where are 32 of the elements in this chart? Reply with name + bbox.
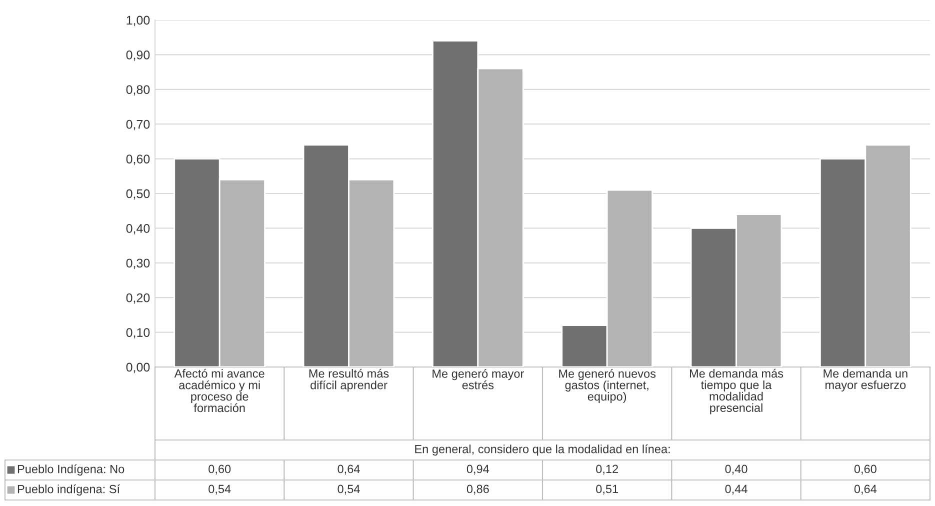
data-label: 0,60 [854,464,876,475]
x-tick-label: Me demanda más tiempo que la modalidad presencial [690,368,784,414]
y-tick-label: 0,90 [126,50,150,61]
x-tick-label: Me demanda un mayor esfuerzo [824,369,908,392]
data-label: 0,51 [596,484,618,495]
y-tick-label: 0,30 [126,258,150,270]
data-label: 0,54 [338,484,360,495]
data-label: 0,40 [725,464,748,475]
x-tick-label: Me generó nuevos gastos (internet, equipo) [559,369,656,404]
y-tick-label: 0,00 [126,362,150,374]
data-label: 0,54 [208,484,231,495]
y-tick-label: 0,60 [126,154,150,165]
legend-label: Pueblo indígena: Sí [18,484,120,496]
x-tick-label: Afectó mi avance académico y mi proceso de formación [174,368,264,412]
data-label: 0,94 [466,464,490,475]
data-label: 0,44 [725,484,748,495]
y-tick-label: 1,00 [126,16,150,26]
data-label: 0,60 [208,464,231,475]
y-tick-label: 0,70 [126,120,150,130]
x-axis-title: En general, considero que la modalidad en línea: [415,444,670,456]
y-tick-label: 0,10 [126,328,150,338]
x-tick-label: Me resultó más difícil aprender [309,368,389,392]
x-tick-label: Me generó mayor estrés [432,369,524,390]
y-tick-label: 0,20 [126,293,150,304]
data-label: 0,64 [854,484,877,495]
y-tick-label: 0,50 [126,189,150,200]
data-label: 0,64 [338,464,360,475]
legend-label: Pueblo Indígena: No [18,464,124,476]
y-tick-label: 0,40 [126,224,150,234]
y-tick-label: 0,80 [126,85,150,96]
data-label: 0,12 [596,464,618,475]
data-label: 0,86 [466,484,489,495]
